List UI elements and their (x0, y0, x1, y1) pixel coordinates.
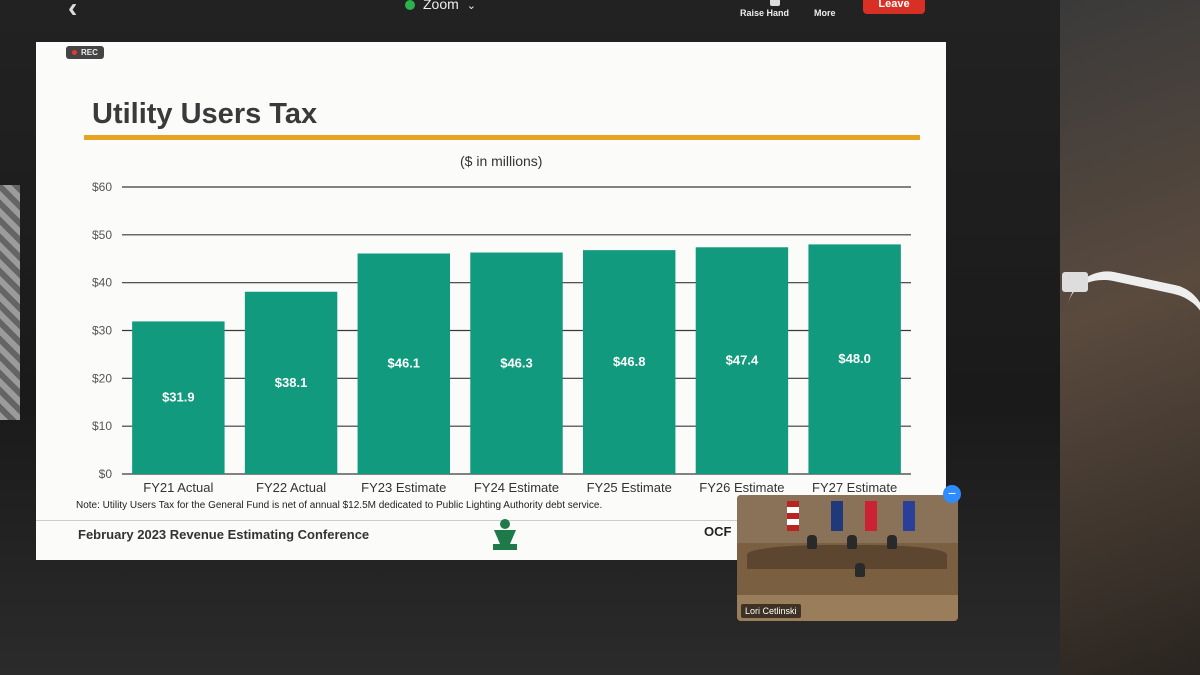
recording-badge: REC (66, 46, 104, 59)
footer-right-text: OCF (704, 524, 732, 539)
video-dais (747, 545, 947, 569)
rec-label: REC (81, 48, 98, 57)
person-figure (855, 563, 865, 577)
flag-icon (787, 501, 799, 531)
data-label: $38.1 (275, 375, 308, 390)
data-label: $46.3 (500, 355, 533, 370)
more-button[interactable]: More (814, 8, 836, 18)
leave-button[interactable]: Leave (863, 0, 925, 14)
chevron-down-icon: ⌄ (466, 0, 477, 12)
back-chevron-icon[interactable]: ‹ (68, 0, 78, 23)
bar-chart: $0 $10 $20 $30 $40 $50 $60 $31.9 FY21 Actual $38.… (92, 180, 911, 495)
participant-video[interactable]: Lori Cetlinski (737, 495, 958, 621)
shared-slide: REC Utility Users Tax ($ in millions) $0… (36, 42, 946, 560)
x-tick-label: FY27 Estimate (812, 480, 897, 495)
data-label: $46.8 (613, 354, 646, 369)
person-figure (807, 535, 817, 549)
minimize-video-button[interactable]: − (943, 485, 961, 503)
flag-icon (831, 501, 843, 531)
slide-title: Utility Users Tax (92, 98, 318, 130)
raise-hand-icon[interactable] (770, 0, 780, 6)
y-tick-label: $60 (92, 180, 112, 194)
y-tick-label: $50 (92, 228, 112, 242)
data-label: $47.4 (726, 353, 759, 368)
y-tick-label: $40 (92, 276, 112, 290)
meeting-title-dropdown[interactable]: Zoom ⌄ (405, 0, 476, 12)
bar (132, 321, 225, 474)
bar (470, 252, 563, 474)
zoom-toolbar: ‹ Zoom ⌄ Raise Hand More Leave (40, 0, 1050, 28)
flag-icon (865, 501, 877, 531)
shield-check-icon (405, 0, 415, 11)
y-tick-label: $10 (92, 419, 112, 433)
data-label: $31.9 (162, 390, 195, 405)
title-underline (84, 135, 920, 140)
y-tick-label: $30 (92, 324, 112, 338)
person-figure (887, 535, 897, 549)
app-title: Zoom (423, 0, 459, 12)
x-tick-label: FY22 Actual (256, 480, 326, 495)
person-figure (847, 535, 857, 549)
bar (244, 291, 338, 474)
background-object (0, 185, 20, 420)
y-tick-label: $0 (99, 467, 113, 481)
footer-title: February 2023 Revenue Estimating Confere… (78, 527, 370, 542)
chart-note: Note: Utility Users Tax for the General … (76, 500, 603, 511)
bar (583, 250, 676, 474)
data-label: $46.1 (388, 356, 421, 371)
slide-footer (36, 520, 946, 561)
background-desk (1060, 0, 1200, 675)
y-tick-label: $20 (92, 371, 112, 385)
record-dot-icon (72, 50, 77, 56)
x-tick-label: FY21 Actual (143, 480, 213, 495)
detroit-logo-icon (493, 519, 517, 550)
bar (357, 253, 450, 474)
cable-plug (1062, 272, 1088, 292)
bar (695, 247, 789, 474)
chart-subtitle: ($ in millions) (460, 153, 543, 169)
raise-hand-button[interactable]: Raise Hand (740, 8, 790, 18)
participant-name: Lori Cetlinski (741, 604, 801, 618)
x-tick-label: FY26 Estimate (699, 480, 784, 495)
data-label: $48.0 (838, 351, 871, 366)
flag-icon (903, 501, 915, 531)
x-tick-label: FY25 Estimate (587, 480, 672, 495)
x-tick-label: FY23 Estimate (361, 480, 446, 495)
x-tick-label: FY24 Estimate (474, 480, 559, 495)
bar (808, 244, 901, 474)
